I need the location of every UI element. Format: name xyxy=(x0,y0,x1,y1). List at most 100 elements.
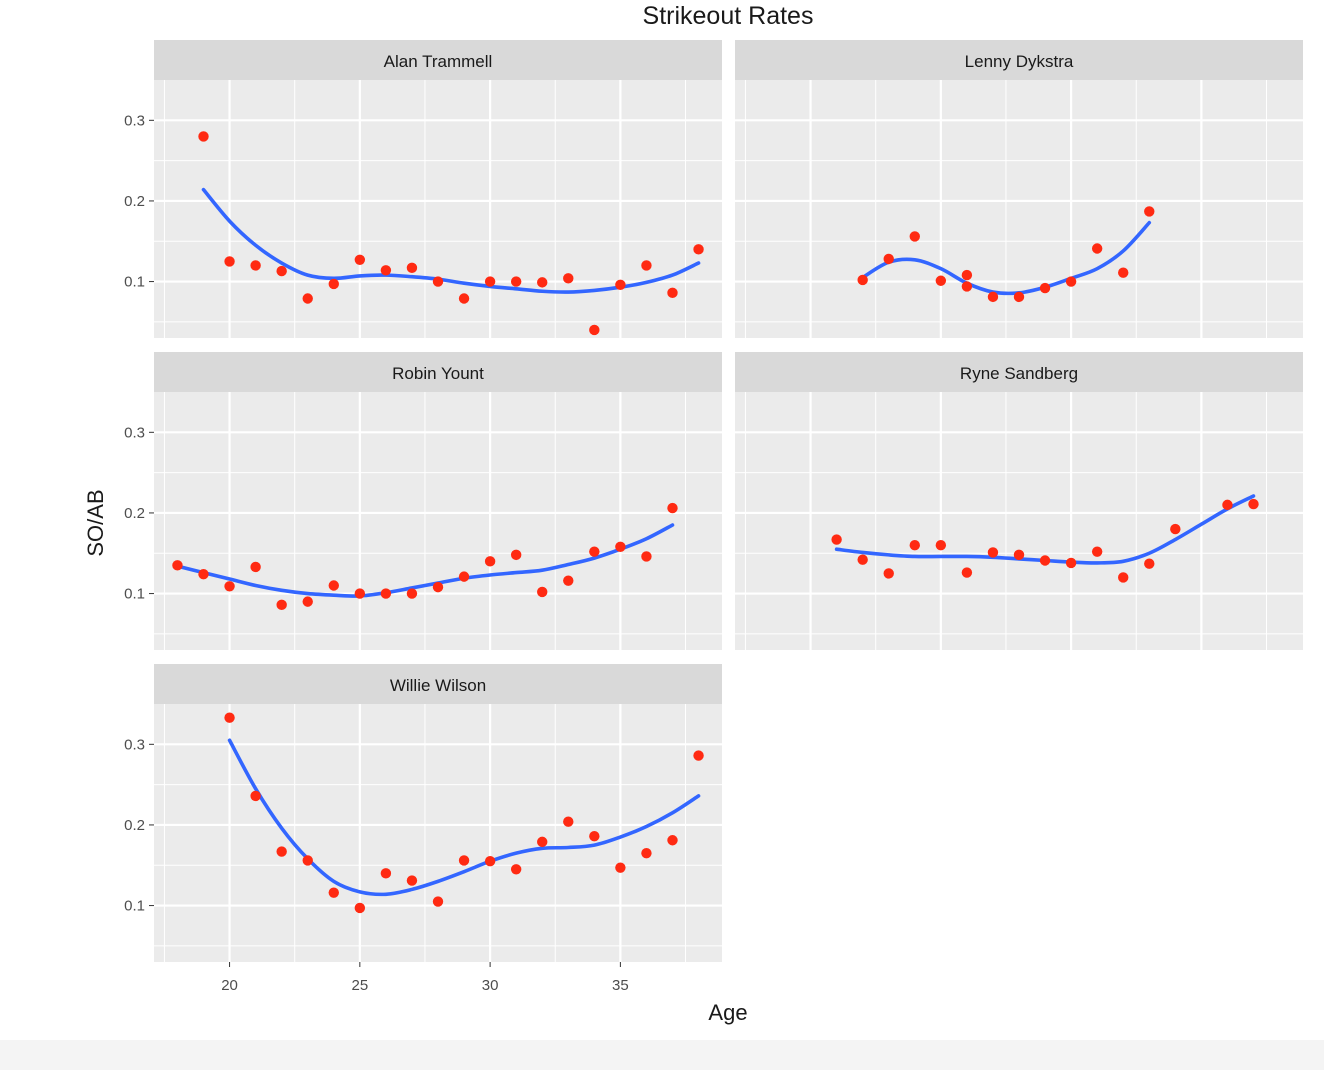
data-point xyxy=(641,551,652,562)
data-point xyxy=(302,855,313,866)
data-point xyxy=(276,265,287,277)
panel: Willie Wilson 0.1 0.2 0.3 20 25 30 35 xyxy=(124,664,722,994)
facet-label: Alan Trammell xyxy=(384,52,493,71)
footer-band xyxy=(0,1040,1324,1070)
panel-background xyxy=(735,392,1303,650)
data-point xyxy=(354,902,366,914)
data-point xyxy=(328,278,339,290)
data-point xyxy=(1013,291,1025,303)
data-point xyxy=(987,291,999,303)
panel: Alan Trammell 0.1 0.2 0.3 xyxy=(124,40,722,338)
data-point xyxy=(328,580,339,591)
data-point xyxy=(224,581,235,592)
data-point xyxy=(667,502,678,514)
facet-strip xyxy=(154,664,722,704)
data-point xyxy=(537,586,548,598)
data-point xyxy=(406,875,418,886)
data-point xyxy=(615,862,626,873)
data-point xyxy=(883,568,894,579)
data-point xyxy=(563,273,574,284)
data-point xyxy=(432,896,444,907)
data-point xyxy=(510,549,522,561)
data-point xyxy=(961,269,973,281)
y-tick-label: 0.2 xyxy=(124,193,145,210)
data-point xyxy=(857,274,868,286)
data-point xyxy=(1091,243,1103,254)
data-point xyxy=(615,279,626,290)
y-tick-label: 0.1 xyxy=(124,274,145,291)
data-point xyxy=(1118,267,1129,278)
facet-label: Willie Wilson xyxy=(390,676,486,695)
panel-background xyxy=(154,704,722,962)
facet-strip xyxy=(735,352,1303,392)
data-point xyxy=(667,835,678,846)
smooth-line xyxy=(860,220,1152,296)
data-point xyxy=(224,256,235,267)
data-point xyxy=(1039,282,1051,294)
data-point xyxy=(276,599,287,611)
data-point xyxy=(328,887,339,898)
data-point xyxy=(432,276,444,287)
data-point xyxy=(354,588,366,599)
data-point xyxy=(458,293,470,304)
data-point xyxy=(537,836,548,848)
y-tick-label: 0.2 xyxy=(124,817,145,834)
data-point xyxy=(909,539,920,551)
data-point xyxy=(641,847,652,859)
panel: Ryne Sandberg xyxy=(735,352,1303,650)
x-axis-title: Age xyxy=(708,1000,747,1025)
faceted-scatter-chart: Strikeout Rates Alan Trammell 0.1 0.2 0.3 Le… xyxy=(83,2,1303,1025)
panels-layer: Alan Trammell 0.1 0.2 0.3 Lenny Dykstra Robin… xyxy=(124,40,1303,994)
data-point xyxy=(1039,555,1051,566)
y-tick-label: 0.3 xyxy=(124,736,145,753)
data-point xyxy=(987,547,999,558)
y-tick-label: 0.1 xyxy=(124,586,145,603)
data-point xyxy=(380,868,392,879)
data-point xyxy=(276,846,287,857)
data-point xyxy=(961,567,973,578)
facet-label: Ryne Sandberg xyxy=(960,364,1078,383)
data-point xyxy=(458,571,470,582)
facet-label: Robin Yount xyxy=(392,364,484,383)
panel-background xyxy=(154,80,722,338)
data-point xyxy=(432,581,444,593)
data-point xyxy=(484,276,496,287)
data-point xyxy=(935,539,947,551)
data-point xyxy=(354,254,366,265)
x-tick-label: 20 xyxy=(221,977,238,994)
panel: Lenny Dykstra xyxy=(735,40,1303,338)
data-point xyxy=(250,561,261,573)
data-point xyxy=(1170,523,1181,535)
data-point xyxy=(172,560,183,571)
data-point xyxy=(380,588,392,599)
data-point xyxy=(1222,499,1233,511)
facet-strip xyxy=(154,40,722,80)
y-tick-label: 0.3 xyxy=(124,424,145,441)
data-point xyxy=(615,541,626,552)
data-point xyxy=(406,588,418,599)
data-point xyxy=(563,575,574,586)
chart-figure: Strikeout Rates Alan Trammell 0.1 0.2 0.3 Le… xyxy=(83,2,1303,1025)
facet-strip xyxy=(735,40,1303,80)
data-point xyxy=(510,864,522,875)
data-point xyxy=(667,287,678,299)
data-point xyxy=(1118,572,1129,583)
y-tick-label: 0.1 xyxy=(124,898,145,915)
panel-background xyxy=(154,392,722,650)
chart-title: Strikeout Rates xyxy=(643,2,814,30)
data-point xyxy=(198,131,209,142)
data-point xyxy=(537,277,548,288)
data-point xyxy=(935,275,947,286)
data-point xyxy=(302,293,313,304)
data-point xyxy=(250,790,261,802)
facet-label: Lenny Dykstra xyxy=(965,52,1074,71)
y-axis-title: SO/AB xyxy=(83,489,108,556)
data-point xyxy=(589,546,600,557)
data-point xyxy=(641,260,652,271)
data-point xyxy=(1144,206,1155,217)
data-point xyxy=(1065,276,1077,287)
data-point xyxy=(909,231,920,242)
x-tick-label: 25 xyxy=(351,977,368,994)
data-point xyxy=(250,260,261,271)
data-point xyxy=(198,569,209,580)
